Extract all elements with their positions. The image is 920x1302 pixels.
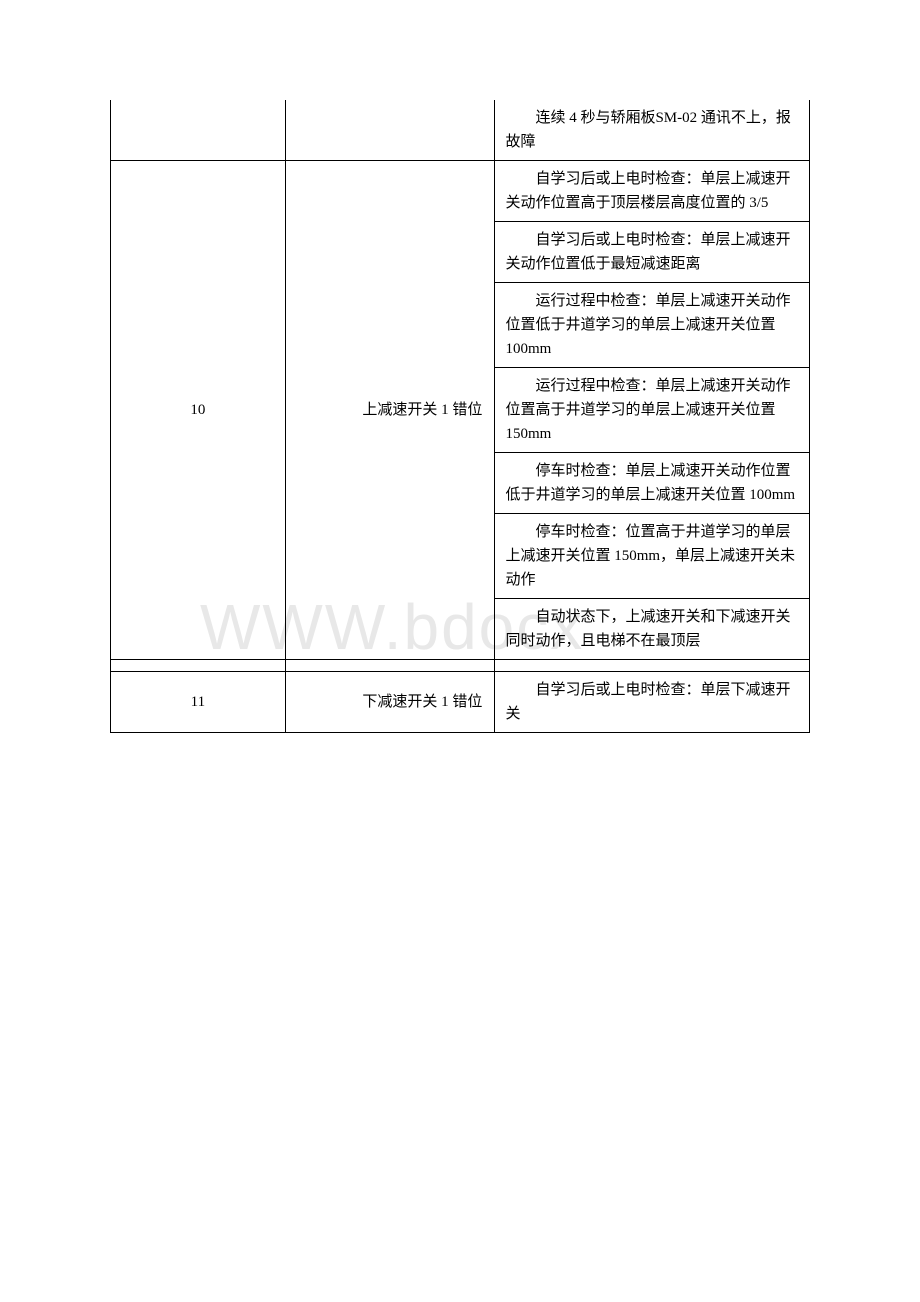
name-cell: 上减速开关 1 错位 — [285, 161, 495, 660]
table-row: 连续 4 秒与轿厢板SM-02 通讯不上，报故障 — [111, 100, 810, 161]
code-cell: 11 — [111, 672, 286, 733]
fault-code-table: 连续 4 秒与轿厢板SM-02 通讯不上，报故障 10 上减速开关 1 错位 自… — [110, 100, 810, 733]
name-cell — [285, 100, 495, 161]
empty-cell — [495, 660, 810, 672]
desc-cell: 自动状态下，上减速开关和下减速开关同时动作，且电梯不在最顶层 — [495, 599, 810, 660]
desc-cell: 停车时检查：单层上减速开关动作位置低于井道学习的单层上减速开关位置 100mm — [495, 453, 810, 514]
desc-cell: 运行过程中检查：单层上减速开关动作位置低于井道学习的单层上减速开关位置100mm — [495, 283, 810, 368]
desc-cell: 自学习后或上电时检查：单层上减速开关动作位置低于最短减速距离 — [495, 222, 810, 283]
desc-cell: 自学习后或上电时检查：单层下减速开关 — [495, 672, 810, 733]
desc-cell: 自学习后或上电时检查：单层上减速开关动作位置高于顶层楼层高度位置的 3/5 — [495, 161, 810, 222]
code-cell — [111, 100, 286, 161]
page-container: 连续 4 秒与轿厢板SM-02 通讯不上，报故障 10 上减速开关 1 错位 自… — [0, 0, 920, 833]
name-cell: 下减速开关 1 错位 — [285, 672, 495, 733]
desc-cell: 连续 4 秒与轿厢板SM-02 通讯不上，报故障 — [495, 100, 810, 161]
empty-cell — [111, 660, 286, 672]
empty-cell — [285, 660, 495, 672]
table-row: 10 上减速开关 1 错位 自学习后或上电时检查：单层上减速开关动作位置高于顶层… — [111, 161, 810, 222]
desc-cell: 停车时检查：位置高于井道学习的单层上减速开关位置 150mm，单层上减速开关未动… — [495, 514, 810, 599]
table-row: 11 下减速开关 1 错位 自学习后或上电时检查：单层下减速开关 — [111, 672, 810, 733]
code-cell: 10 — [111, 161, 286, 660]
table-wrapper: 连续 4 秒与轿厢板SM-02 通讯不上，报故障 10 上减速开关 1 错位 自… — [110, 100, 810, 733]
table-row-empty — [111, 660, 810, 672]
table-body: 连续 4 秒与轿厢板SM-02 通讯不上，报故障 10 上减速开关 1 错位 自… — [111, 100, 810, 733]
desc-cell: 运行过程中检查：单层上减速开关动作位置高于井道学习的单层上减速开关位置150mm — [495, 368, 810, 453]
